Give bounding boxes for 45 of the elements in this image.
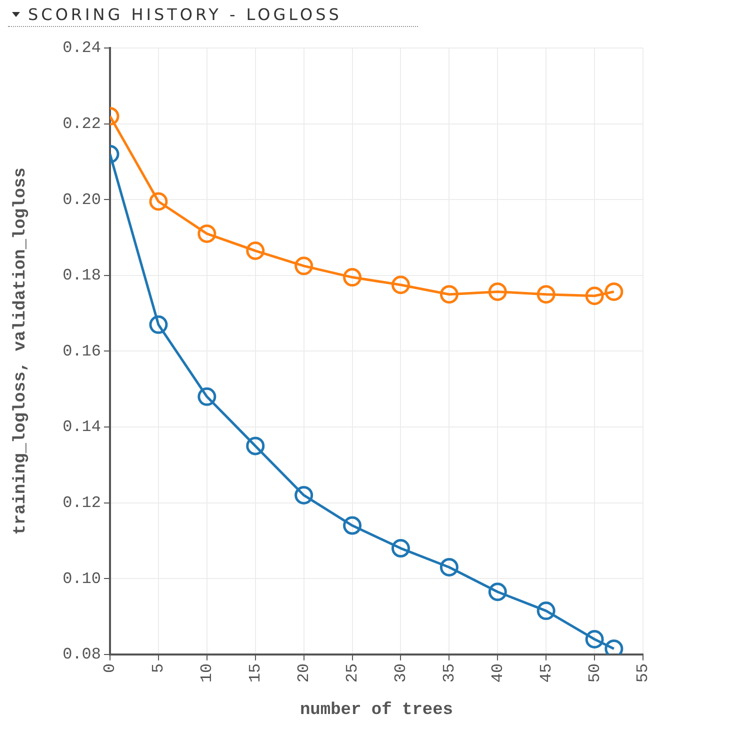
point xyxy=(294,486,314,504)
point xyxy=(246,436,265,456)
point xyxy=(440,285,458,304)
point xyxy=(536,285,556,304)
point xyxy=(294,256,314,276)
x-tick-label: 45 xyxy=(537,663,556,683)
y-tick-label: 0.16 xyxy=(62,342,101,360)
x-tick-label: 50 xyxy=(586,663,604,683)
y-tick-label: 0.22 xyxy=(62,115,101,134)
y-tick-label: 0.20 xyxy=(62,190,101,209)
point xyxy=(585,286,604,306)
point xyxy=(149,192,168,211)
point xyxy=(391,539,410,558)
y-tick-label: 0.14 xyxy=(62,418,101,436)
point xyxy=(488,282,507,301)
x-tick-label: 0 xyxy=(101,663,120,674)
x-tick-label: 15 xyxy=(246,663,265,683)
point xyxy=(440,558,458,576)
point xyxy=(585,630,604,648)
point xyxy=(198,224,216,243)
x-tick-label: 5 xyxy=(150,663,168,674)
x-tick-label: 25 xyxy=(344,663,362,683)
y-tick-label: 0.12 xyxy=(62,494,101,512)
point xyxy=(488,582,507,602)
y-axis-title: training_logloss, validation_logloss xyxy=(11,168,30,535)
point xyxy=(246,242,265,260)
x-tick-label: 35 xyxy=(440,663,458,683)
point xyxy=(149,315,168,334)
point xyxy=(391,276,410,294)
x-tick-label: 40 xyxy=(488,663,507,683)
point xyxy=(536,602,556,620)
x-tick-label: 20 xyxy=(295,663,314,683)
x-axis-title: number of trees xyxy=(300,701,454,720)
y-tick-label: 0.08 xyxy=(62,646,101,664)
point xyxy=(343,268,362,287)
x-tick-label: 30 xyxy=(392,663,410,683)
point xyxy=(198,387,216,406)
y-tick-label: 0.24 xyxy=(62,39,101,58)
x-tick-label: 55 xyxy=(634,663,652,683)
point xyxy=(343,516,362,535)
y-tick-label: 0.18 xyxy=(62,266,101,285)
chart-title: SCORING HISTORY - LOGLOSS xyxy=(28,4,342,24)
point xyxy=(604,282,624,301)
y-tick-label: 0.10 xyxy=(62,570,101,588)
x-tick-label: 10 xyxy=(198,663,216,683)
